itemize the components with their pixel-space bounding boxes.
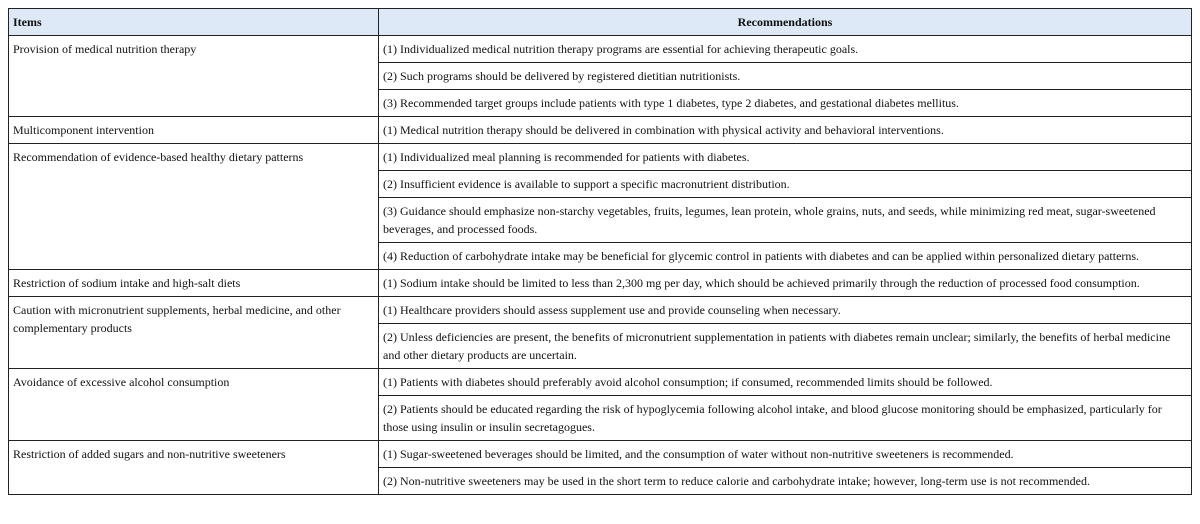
header-row: Items Recommendations: [8, 8, 1192, 36]
table-row: Multicomponent intervention (1) Medical n…: [8, 116, 1192, 144]
recommendation-cell: (3) Guidance should emphasize non-starch…: [378, 197, 1192, 243]
table-row: (3) Recommended target groups include pa…: [9, 89, 1192, 117]
recommendation-cell: (4) Reduction of carbohydrate intake may…: [378, 242, 1192, 270]
table-row: (2) Non-nutritive sweeteners may be used…: [9, 467, 1192, 495]
item-cell: Restriction of added sugars and non-nutr…: [8, 440, 379, 495]
table-row: Caution with micronutrient supplements, …: [8, 296, 1192, 369]
table-row: (3) Guidance should emphasize non-starch…: [9, 197, 1192, 243]
table-body: Provision of medical nutrition therapy (1…: [8, 35, 1192, 495]
recommendation-cell: (3) Recommended target groups include pa…: [378, 89, 1192, 117]
item-cell: Multicomponent intervention: [8, 116, 379, 144]
table-row: (2) Patients should be educated regardin…: [9, 395, 1192, 441]
recommendations-table: Items Recommendations Provision of medic…: [8, 8, 1192, 495]
header-cell: Items: [8, 8, 379, 36]
header-cell: Recommendations: [378, 8, 1192, 36]
recommendation-cell: (2) Non-nutritive sweeteners may be used…: [378, 467, 1192, 495]
table-row: (2) Unless deficiencies are present, the…: [9, 323, 1192, 369]
recommendation-cell: (2) Patients should be educated regardin…: [378, 395, 1192, 441]
item-cell: Avoidance of excessive alcohol consumpti…: [8, 368, 379, 441]
recommendation-cell: (2) Unless deficiencies are present, the…: [378, 323, 1192, 369]
table-row: Restriction of sodium intake and high-sa…: [8, 269, 1192, 297]
table-row: Recommendation of evidence-based healthy…: [8, 143, 1192, 270]
table-row: Provision of medical nutrition therapy (1…: [8, 35, 1192, 117]
item-cell: Recommendation of evidence-based healthy…: [8, 143, 379, 270]
recommendation-cell: (1) Medical nutrition therapy should be …: [378, 116, 1192, 144]
recommendation-cell: (1) Sodium intake should be limited to l…: [378, 269, 1192, 297]
recommendation-cell: (1) Healthcare providers should assess s…: [378, 296, 1192, 324]
recommendation-cell: (2) Insufficient evidence is available t…: [378, 170, 1192, 198]
item-cell: Caution with micronutrient supplements, …: [8, 296, 379, 369]
recommendation-cell: (1) Individualized meal planning is reco…: [378, 143, 1192, 171]
item-cell: Restriction of sodium intake and high-sa…: [8, 269, 379, 297]
table-row: Restriction of added sugars and non-nutr…: [8, 440, 1192, 495]
table-row: (2) Such programs should be delivered by…: [9, 62, 1192, 90]
item-cell: Provision of medical nutrition therapy: [8, 35, 379, 117]
recommendation-cell: (1) Patients with diabetes should prefer…: [378, 368, 1192, 396]
recommendation-cell: (2) Such programs should be delivered by…: [378, 62, 1192, 90]
recommendation-cell: (1) Individualized medical nutrition the…: [378, 35, 1192, 63]
recommendation-cell: (1) Sugar-sweetened beverages should be …: [378, 440, 1192, 468]
table-row: Avoidance of excessive alcohol consumpti…: [8, 368, 1192, 441]
